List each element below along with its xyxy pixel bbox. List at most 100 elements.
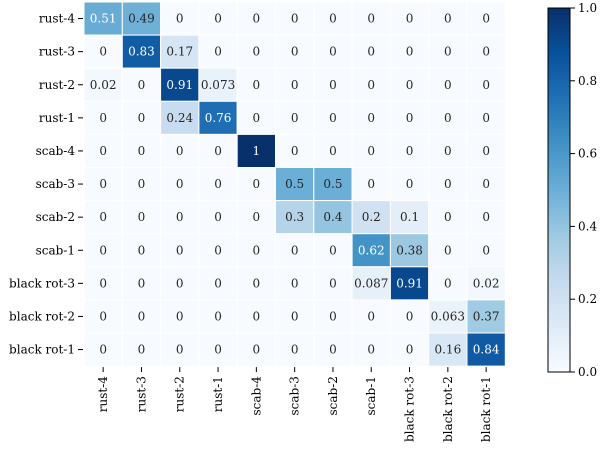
y-tick-label: rust-2: [39, 78, 75, 92]
heatmap-cell: [466, 299, 506, 334]
y-tick-label: rust-4: [39, 12, 76, 26]
y-tick-label: black rot-3: [9, 276, 75, 290]
cell-value-label: 0: [482, 12, 490, 26]
cell-value-label: 0: [406, 12, 414, 26]
cell-value-label: 0: [482, 243, 490, 257]
cell-value-label: 0: [482, 78, 490, 92]
cell-value-label: 0: [138, 144, 146, 158]
cell-value-label: 0: [138, 276, 146, 290]
heatmap-cell: [351, 1, 391, 36]
cell-value-label: 0: [214, 12, 222, 26]
cell-value-label: 0: [176, 276, 184, 290]
cell-value-label: 0: [329, 309, 337, 323]
heatmap-cell: [428, 200, 468, 235]
cell-value-label: 0: [99, 177, 107, 191]
cell-value-label: 0: [138, 309, 146, 323]
heatmap-cell: [83, 133, 123, 168]
heatmap-cell: [466, 34, 506, 69]
heatmap-cell: [389, 332, 430, 367]
x-axis: rust-4 rust-3 rust-2 rust-1 scab-4 scab-3 scab…: [96, 367, 493, 442]
heatmap-cell: [351, 332, 391, 367]
heatmap-cell: [389, 167, 430, 202]
x-tick-label: scab-4: [249, 376, 263, 416]
colorbar-tick-label: 1.0: [578, 1, 597, 15]
cell-value-label: 0: [99, 111, 107, 125]
heatmap-cell: [313, 133, 353, 168]
cell-value-label: 0: [253, 12, 261, 26]
cell-value-label: 0: [99, 243, 107, 257]
cell-value-label: 0.087: [354, 276, 388, 290]
x-tick-label: rust-4: [96, 376, 110, 413]
heatmap-cell: [466, 1, 506, 36]
heatmap-cell: [160, 266, 200, 301]
cell-value-label: 0.4: [323, 210, 342, 224]
cell-value-label: 0: [329, 78, 337, 92]
heatmap-cell: [236, 34, 276, 69]
cell-value-label: 0: [444, 12, 452, 26]
heatmap-cell: [466, 100, 506, 135]
heatmap-cell: [466, 233, 506, 268]
cell-value-label: 0: [138, 111, 146, 125]
cell-value-label: 0: [253, 243, 261, 257]
cell-value-label: 0: [291, 343, 299, 357]
cell-value-label: 0: [406, 144, 414, 158]
y-axis: rust-4 rust-3 rust-2 rust-1 scab-4 scab-3 scab…: [9, 12, 83, 357]
heatmap-cell: [389, 299, 430, 334]
colorbar-tick-label: 0.8: [578, 74, 597, 88]
heatmap-cell: [389, 67, 430, 102]
cell-value-label: 0: [138, 210, 146, 224]
heatmap-cell: [313, 200, 353, 235]
heatmap-cell: [351, 299, 391, 334]
cell-value-label: 0.073: [201, 78, 235, 92]
colorbar-tick-label: 0.2: [578, 292, 597, 306]
cell-value-label: 0.17: [166, 45, 193, 59]
cell-value-label: 0.76: [205, 111, 232, 125]
cell-value-label: 0.84: [473, 343, 500, 357]
heatmap-cell: [275, 133, 315, 168]
cell-value-label: 0: [406, 45, 414, 59]
cell-value-label: 0: [291, 243, 299, 257]
heatmap-cell: [275, 34, 315, 69]
cell-value-label: 0: [214, 243, 222, 257]
heatmap-cell: [160, 133, 200, 168]
x-tick-label: scab-1: [364, 376, 378, 415]
heatmap-cell: [428, 233, 468, 268]
heatmap-cell: [83, 67, 123, 102]
cell-value-label: 0.24: [166, 111, 193, 125]
colorbar-gradient: [547, 7, 571, 373]
x-tick-label: rust-3: [134, 376, 148, 412]
cell-value-label: 0: [367, 111, 375, 125]
heatmap-cell: [121, 332, 162, 367]
cell-value-label: 0: [253, 177, 261, 191]
cell-value-label: 0: [329, 12, 337, 26]
heatmap-cell: [83, 34, 123, 69]
x-tick-label: scab-3: [288, 376, 302, 415]
colorbar-tick-label: 0.0: [578, 365, 597, 379]
cell-value-label: 0.2: [362, 210, 381, 224]
cell-value-label: 0.3: [285, 210, 304, 224]
heatmap-cell: [121, 200, 162, 235]
cell-value-label: 0: [214, 144, 222, 158]
colorbar: 0.0 0.2 0.4 0.6 0.8 1.0: [547, 1, 597, 379]
heatmap-cell: [466, 167, 506, 202]
x-tick-label: black rot-3: [403, 376, 417, 442]
heatmap-cell: [121, 233, 162, 268]
cell-value-label: 0: [291, 12, 299, 26]
heatmap-cell: [121, 1, 162, 36]
heatmap-cell: [428, 266, 468, 301]
cell-value-label: 0: [329, 144, 337, 158]
cell-value-label: 0.02: [473, 276, 500, 290]
cell-value-label: 0.83: [128, 45, 155, 59]
heatmap-cell: [313, 233, 353, 268]
heatmap-cell: [389, 34, 430, 69]
heatmap-cell: [275, 67, 315, 102]
cell-value-label: 0.91: [166, 78, 193, 92]
cell-value-label: 0: [253, 78, 261, 92]
cell-value-label: 0: [367, 45, 375, 59]
cell-value-label: 0: [444, 276, 452, 290]
cell-value-label: 0: [482, 45, 490, 59]
cell-value-label: 0: [367, 78, 375, 92]
cell-value-label: 0: [444, 78, 452, 92]
cell-value-label: 0: [482, 144, 490, 158]
y-tick-label: black rot-2: [9, 309, 75, 323]
